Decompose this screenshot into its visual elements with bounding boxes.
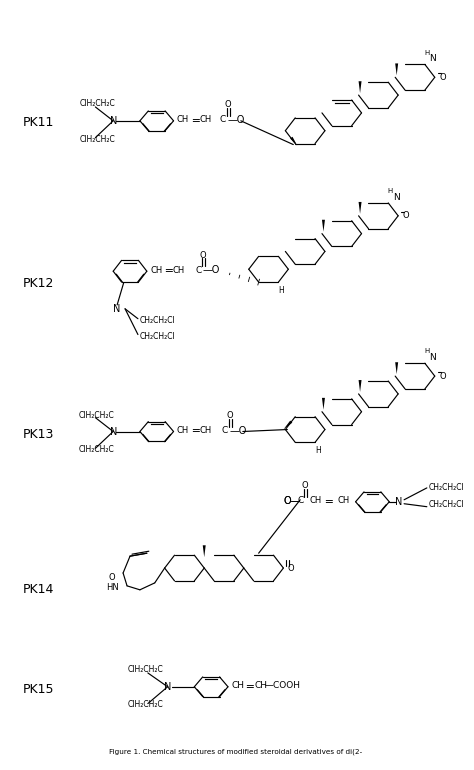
Text: CH: CH: [199, 116, 211, 124]
Text: H: H: [279, 286, 284, 294]
Text: CH: CH: [231, 681, 245, 690]
Polygon shape: [358, 380, 362, 392]
Text: ═: ═: [192, 426, 199, 436]
Text: C: C: [222, 426, 228, 435]
Text: PK12: PK12: [23, 276, 55, 290]
Text: —O: —O: [227, 115, 245, 125]
Text: H: H: [388, 188, 393, 194]
Text: CH₂CH₂Cl: CH₂CH₂Cl: [140, 332, 176, 341]
Text: H: H: [315, 446, 321, 455]
Text: H: H: [424, 49, 429, 55]
Text: CH: CH: [151, 266, 163, 275]
Polygon shape: [358, 202, 362, 214]
Polygon shape: [203, 545, 206, 557]
Polygon shape: [322, 398, 325, 410]
Text: N: N: [109, 116, 117, 126]
Text: C: C: [195, 266, 201, 275]
Text: CH: CH: [310, 497, 322, 505]
Polygon shape: [395, 362, 398, 374]
Text: CH: CH: [337, 497, 350, 505]
Text: O—: O—: [283, 496, 301, 506]
Text: ClH₂CH₂C: ClH₂CH₂C: [128, 700, 164, 709]
Text: HN: HN: [106, 584, 119, 592]
Text: ClH₂CH₂C: ClH₂CH₂C: [80, 99, 115, 109]
Text: CH: CH: [199, 426, 211, 435]
Text: N: N: [429, 54, 436, 63]
Text: O: O: [403, 211, 410, 220]
Text: O: O: [288, 564, 295, 573]
Text: O: O: [439, 73, 446, 82]
Text: N: N: [164, 681, 171, 691]
Text: C: C: [297, 497, 303, 505]
Text: N: N: [429, 353, 436, 362]
Text: CH: CH: [173, 266, 185, 275]
Text: ClH₂CH₂C: ClH₂CH₂C: [79, 445, 114, 454]
Text: CH: CH: [176, 116, 189, 124]
Text: ═: ═: [246, 681, 253, 691]
Text: PK15: PK15: [23, 683, 55, 696]
Text: O: O: [302, 481, 309, 490]
Text: ClH₂CH₂C: ClH₂CH₂C: [128, 665, 164, 675]
Text: —O: —O: [202, 265, 220, 275]
Text: O: O: [439, 372, 446, 380]
Text: O: O: [109, 574, 115, 582]
Text: —O: —O: [229, 426, 246, 436]
Text: PK11: PK11: [23, 116, 55, 129]
Text: O: O: [225, 101, 231, 109]
Text: ClH₂CH₂C: ClH₂CH₂C: [80, 135, 115, 144]
Polygon shape: [395, 63, 398, 75]
Text: ═: ═: [192, 115, 199, 125]
Text: CH₂CH₂Cl: CH₂CH₂Cl: [429, 500, 465, 509]
Text: CH: CH: [176, 426, 189, 435]
Text: N: N: [395, 497, 403, 507]
Text: O: O: [227, 411, 233, 420]
Text: ═: ═: [165, 265, 172, 275]
Text: CH₂CH₂Cl: CH₂CH₂Cl: [140, 316, 176, 325]
Polygon shape: [322, 219, 325, 232]
Text: N: N: [109, 427, 117, 437]
Polygon shape: [290, 137, 297, 146]
Text: C: C: [220, 116, 226, 124]
Text: Figure 1. Chemical structures of modified steroidal derivatives of di(2-: Figure 1. Chemical structures of modifie…: [109, 749, 363, 755]
Text: ClH₂CH₂C: ClH₂CH₂C: [79, 411, 114, 420]
Text: CH: CH: [254, 681, 267, 690]
Polygon shape: [358, 82, 362, 93]
Text: O: O: [200, 251, 207, 260]
Text: O—: O—: [283, 496, 301, 506]
Text: ═: ═: [325, 496, 332, 506]
Text: H: H: [424, 348, 429, 354]
Polygon shape: [283, 420, 292, 430]
Text: —COOH: —COOH: [264, 681, 301, 690]
Text: N: N: [113, 304, 121, 314]
Text: PK13: PK13: [23, 428, 55, 441]
Text: PK14: PK14: [23, 584, 55, 596]
Text: CH₂CH₂Cl: CH₂CH₂Cl: [429, 484, 465, 492]
Text: N: N: [393, 192, 400, 202]
